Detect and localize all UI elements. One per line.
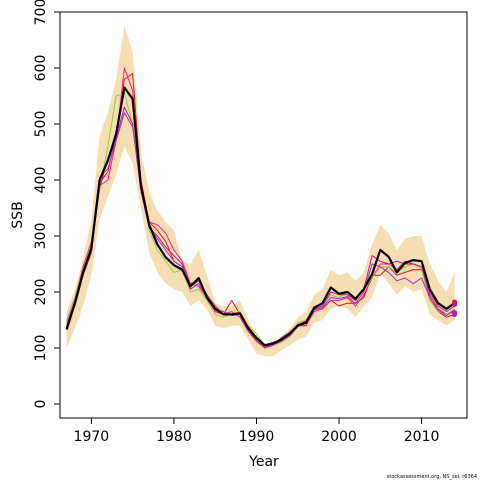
y-tick-label-400: 400: [33, 167, 49, 194]
y-tick-label-300: 300: [33, 223, 49, 250]
y-tick-label-0: 0: [33, 400, 49, 409]
y-axis-title: SSB: [10, 201, 26, 228]
x-axis-title: Year: [248, 454, 279, 470]
y-tick-label-100: 100: [33, 335, 49, 362]
endpoint-layer: [452, 299, 458, 317]
x-tick-label-2010: 2010: [404, 429, 440, 445]
y-tick-label-700: 700: [33, 0, 49, 25]
x-tick-label-1970: 1970: [74, 429, 110, 445]
confidence-band: [66, 26, 455, 357]
y-axis: 0 100 200 300 400 500 600 700: [33, 0, 60, 408]
y-tick-label-500: 500: [33, 111, 49, 138]
x-tick-label-1980: 1980: [156, 429, 192, 445]
x-tick-label-1990: 1990: [239, 429, 275, 445]
x-axis: 1970 1980 1990 2000 2010: [74, 418, 440, 445]
y-tick-label-200: 200: [33, 279, 49, 306]
plot-frame: [59, 11, 468, 419]
confidence-band-layer: [66, 26, 455, 357]
credit-text: stockassessment.org, NS_sel, r6364: [387, 474, 477, 480]
x-tick-label-2000: 2000: [321, 429, 357, 445]
endpoint-3: [452, 311, 458, 317]
retro-line-3: [66, 92, 455, 346]
series-layer: [65, 67, 456, 349]
endpoint-1: [452, 301, 458, 307]
ssb-estimate-line: [65, 86, 456, 347]
retro-line-5: [66, 112, 455, 348]
y-tick-label-600: 600: [33, 55, 49, 82]
